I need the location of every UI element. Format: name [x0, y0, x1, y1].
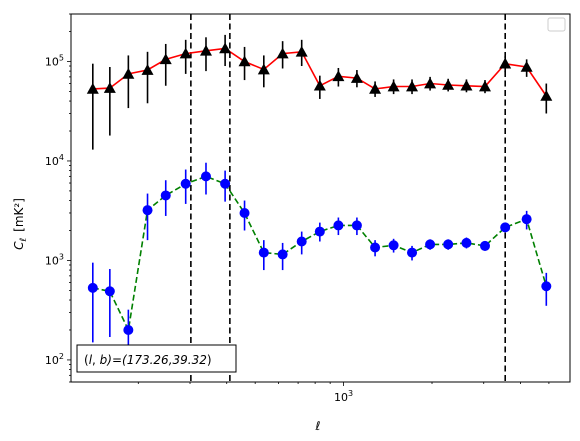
series-1-point — [239, 207, 250, 218]
series-0-point — [369, 82, 382, 94]
series-1-point — [500, 222, 511, 233]
series-1-point — [541, 281, 552, 292]
series-0-point — [424, 77, 437, 89]
annotation-frame — [76, 344, 237, 373]
series-1-point — [220, 178, 231, 189]
axis-ticks: 102 103 104 105 103 — [45, 13, 550, 404]
series-1-point — [87, 282, 98, 293]
series-1-point — [296, 236, 307, 247]
series-0-point — [332, 70, 345, 82]
series-0-point — [520, 60, 533, 72]
series-1-point — [123, 324, 134, 335]
x-axis-label: ℓ — [315, 419, 321, 433]
series-0-point — [238, 55, 251, 67]
series-0-point — [295, 45, 308, 57]
series-0-point — [460, 79, 473, 91]
annotation-text: (l, b)=(173.26,39.32) — [84, 353, 212, 367]
series-0-point — [103, 82, 116, 93]
x-tick-label: 103 — [334, 389, 353, 404]
series-0-point — [141, 64, 154, 75]
series-1-point — [104, 286, 115, 297]
series-0-point — [478, 80, 491, 92]
series-0-point — [199, 44, 212, 56]
series-0-point — [159, 53, 172, 65]
series-1-point — [142, 205, 153, 216]
series-1-point — [200, 171, 211, 182]
series-0-point — [179, 47, 192, 59]
y-axis-label-sub: ℓ — [19, 238, 29, 243]
plot-area — [86, 14, 553, 382]
series-0-point — [86, 82, 99, 94]
series-1-point — [388, 240, 399, 251]
series-0-point — [387, 80, 400, 92]
series-1-point — [443, 239, 454, 250]
series-0-point — [540, 89, 553, 101]
y-axis-label-unit: [mK²] — [12, 198, 26, 232]
series-1-point — [521, 214, 532, 225]
series-1-point — [479, 240, 490, 251]
series-1-point — [314, 226, 325, 237]
legend-box — [547, 17, 566, 32]
series-0-point — [350, 72, 363, 83]
series-1-point — [461, 237, 472, 248]
y-tick-label: 102 — [45, 352, 64, 367]
series-1-point — [407, 247, 418, 258]
series-1-point — [425, 239, 436, 250]
series-0-point — [219, 42, 232, 54]
series-0-point — [122, 67, 135, 79]
series-0-point — [313, 79, 326, 91]
x-axis-label-text: ℓ — [315, 419, 321, 433]
series-1-point — [370, 242, 381, 253]
series-1-point — [180, 178, 191, 189]
axes-frame — [70, 13, 571, 383]
y-tick-label: 105 — [45, 53, 64, 68]
series-0-point — [442, 79, 455, 90]
y-tick-label: 104 — [45, 153, 64, 168]
series-0-point — [276, 47, 289, 59]
series-1-point — [277, 249, 288, 260]
series-0-point — [499, 57, 512, 69]
series-0-point — [257, 63, 270, 75]
series-1-point — [160, 190, 171, 201]
series-1-point — [351, 220, 362, 231]
y-axis-label-main: C — [12, 241, 26, 250]
y-tick-label: 103 — [45, 252, 64, 267]
series-1-point — [333, 220, 344, 231]
annotation-box: (l, b)=(173.26,39.32) — [76, 344, 237, 373]
series-1-point — [258, 247, 269, 258]
series-0-point — [406, 80, 419, 92]
y-axis-label: Cℓ [mK²] — [12, 198, 29, 250]
